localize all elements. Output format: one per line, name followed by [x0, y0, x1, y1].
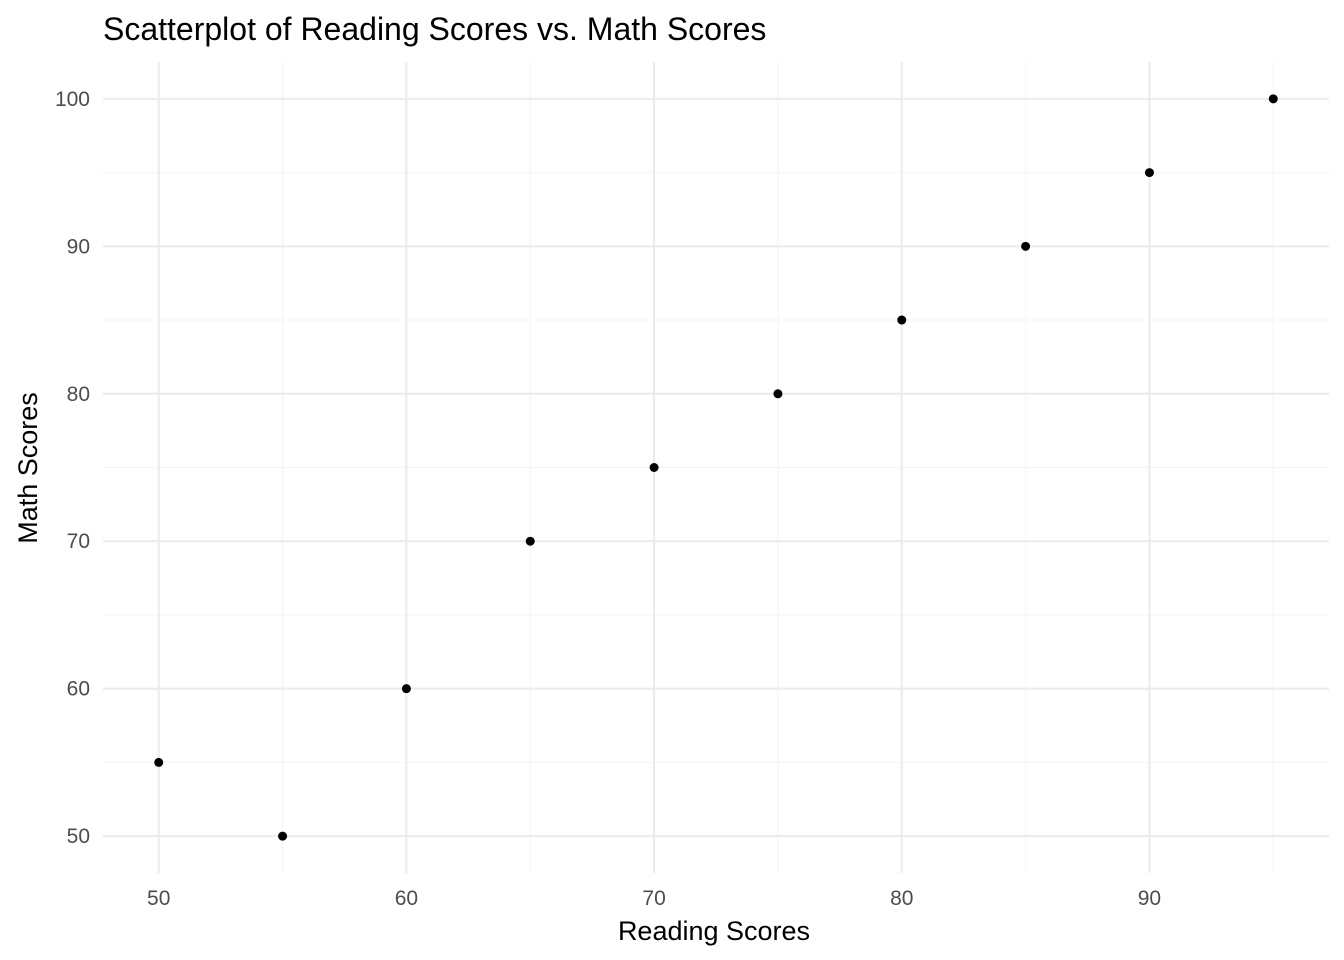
data-point: [154, 757, 164, 767]
x-tick-label: 50: [147, 887, 170, 910]
data-point: [649, 463, 659, 472]
data-point: [401, 684, 411, 694]
x-tick-label: 70: [642, 887, 665, 910]
data-point: [1144, 168, 1154, 178]
y-tick-label: 90: [67, 235, 90, 258]
y-tick-label: 70: [67, 530, 90, 553]
data-points: [154, 94, 1278, 841]
y-axis-tick-labels: 50 60 70 80 90 100: [55, 88, 90, 848]
data-point: [1268, 94, 1278, 104]
data-point: [278, 831, 288, 841]
x-tick-label: 80: [890, 887, 913, 910]
minor-gridlines: [103, 62, 1329, 873]
x-axis-title: Reading Scores: [618, 916, 810, 946]
data-point: [773, 389, 783, 399]
data-point: [897, 315, 907, 325]
chart-title: Scatterplot of Reading Scores vs. Math S…: [103, 11, 766, 47]
data-point: [525, 536, 535, 546]
x-tick-label: 60: [395, 887, 418, 910]
y-tick-label: 60: [67, 678, 90, 701]
y-axis-title: Math Scores: [13, 392, 43, 544]
x-axis-tick-labels: 50 60 70 80 90: [147, 887, 1161, 910]
y-tick-label: 50: [67, 825, 90, 848]
y-tick-label: 100: [55, 88, 90, 111]
x-tick-label: 90: [1138, 887, 1161, 910]
data-point: [1021, 241, 1031, 251]
y-tick-label: 80: [67, 383, 90, 406]
